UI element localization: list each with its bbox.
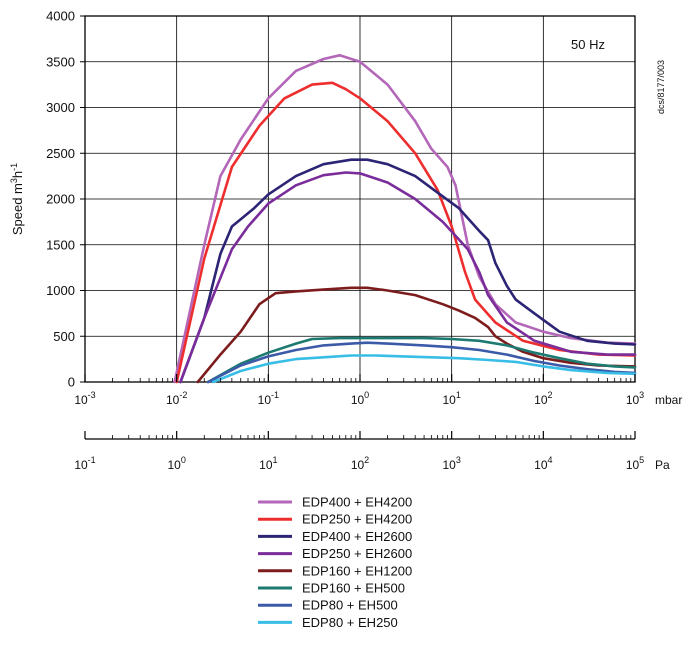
x-tick-label-5: 102 <box>534 390 552 407</box>
y-tick-label-0: 0 <box>68 375 75 390</box>
y-tick-label-2: 1000 <box>46 283 75 298</box>
legend-label-4: EDP160 + EH1200 <box>302 563 412 578</box>
legend-label-7: EDP80 + EH250 <box>302 615 398 630</box>
y-tick-label-5: 2500 <box>46 146 75 161</box>
series-line-4 <box>196 286 637 384</box>
y-axis-title: Speed m3h-1 <box>9 163 25 235</box>
x-tick-label-6: 103 <box>626 390 644 407</box>
y-axis-title-sup2: -1 <box>9 163 19 171</box>
x-axis-pa: 10-1 100 101 102 103 104 105 <box>74 431 644 472</box>
y-tick-label-6: 3000 <box>46 100 75 115</box>
y-tick-label-8: 4000 <box>46 9 75 24</box>
y-tick-label-4: 2000 <box>46 192 75 207</box>
annotation-frequency: 50 Hz <box>571 37 605 52</box>
x-tick-label-4: 101 <box>442 390 460 407</box>
legend-label-6: EDP80 + EH500 <box>302 598 398 613</box>
series-line-5 <box>206 336 637 384</box>
x2-tick-label-2: 101 <box>259 455 277 472</box>
y-tick-label-7: 3500 <box>46 54 75 69</box>
x-axis-unit-mbar: mbar <box>655 393 682 407</box>
legend-label-1: EDP250 + EH4200 <box>302 512 412 527</box>
x-tick-label-0: 10-3 <box>74 390 95 407</box>
x-axis-mbar: 10-3 10-2 10-1 100 101 102 103 <box>74 374 644 407</box>
y-axis-title-mid: h <box>10 171 25 178</box>
x2-tick-label-3: 102 <box>351 455 369 472</box>
y-axis-title-sup1: 3 <box>9 178 19 183</box>
series-line-7 <box>211 354 637 384</box>
y-axis: 0 500 1000 1500 2000 2500 3000 3500 4000 <box>46 9 85 390</box>
y-tick-label-1: 500 <box>53 329 75 344</box>
side-code-label: dcs/8177/003 <box>656 60 666 114</box>
legend-label-3: EDP250 + EH2600 <box>302 546 412 561</box>
y-axis-title-text: Speed m <box>10 183 25 235</box>
x-tick-label-1: 10-2 <box>166 390 187 407</box>
y-tick-label-3: 1500 <box>46 237 75 252</box>
series-line-3 <box>179 171 637 384</box>
x2-tick-label-6: 105 <box>626 455 644 472</box>
x2-tick-label-0: 10-1 <box>74 455 95 472</box>
x-tick-label-3: 100 <box>351 390 369 407</box>
annotation-box <box>557 30 623 60</box>
series-line-2 <box>179 158 637 384</box>
x2-tick-label-1: 100 <box>167 455 185 472</box>
legend: EDP400 + EH4200 EDP250 + EH4200 EDP400 + E… <box>258 495 412 630</box>
grid <box>85 16 635 382</box>
x-axis-unit-pa: Pa <box>655 458 670 472</box>
series-line-0 <box>173 54 637 384</box>
legend-label-0: EDP400 + EH4200 <box>302 495 412 510</box>
x2-tick-label-4: 103 <box>442 455 460 472</box>
series-line-6 <box>206 341 637 384</box>
legend-label-5: EDP160 + EH500 <box>302 581 405 596</box>
series-line-1 <box>175 81 637 384</box>
series-layer <box>173 54 637 384</box>
legend-label-2: EDP400 + EH2600 <box>302 529 412 544</box>
x2-tick-label-5: 104 <box>534 455 552 472</box>
x-tick-label-2: 10-1 <box>258 390 279 407</box>
